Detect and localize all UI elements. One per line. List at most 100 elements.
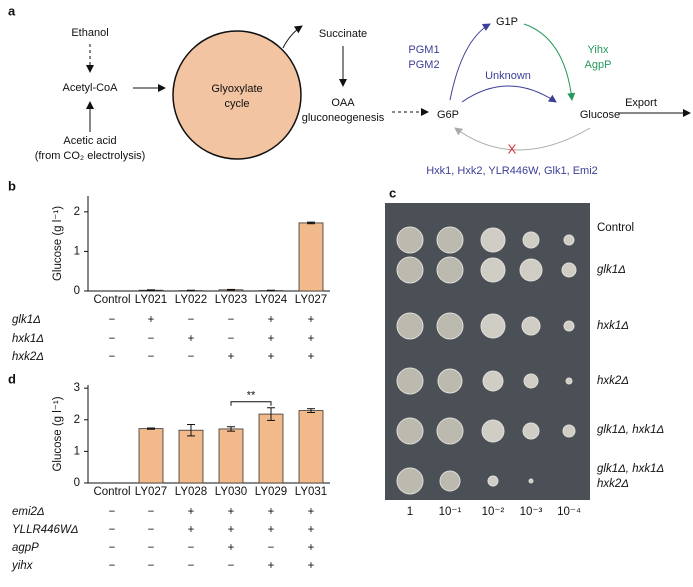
enzyme-label: Unknown — [485, 70, 531, 82]
colony-spot — [437, 257, 463, 283]
genotype-mark: − — [109, 542, 116, 554]
genotype-label: emi2Δ — [12, 506, 45, 518]
genotype-mark: − — [228, 314, 235, 326]
node-label: Ethanol — [71, 27, 108, 39]
y-axis-label: Glucose (g l⁻¹) — [52, 206, 64, 281]
colony-spot — [483, 371, 503, 391]
enzyme-label: Hxk1, Hxk2, YLR446W, Glk1, Emi2 — [426, 165, 598, 177]
dilution-label: 10⁻⁴ — [557, 506, 581, 518]
panel-letter: b — [8, 178, 16, 193]
genotype-mark: + — [188, 333, 195, 345]
enzyme-label: PGM2 — [408, 59, 439, 71]
colony-spot — [564, 235, 574, 245]
node-label: Glucose — [580, 109, 620, 121]
colony-spot — [522, 317, 540, 335]
bar — [179, 430, 203, 483]
genotype-label: glk1Δ — [12, 314, 41, 326]
x-tick-label: LY029 — [255, 486, 287, 498]
arrow — [450, 24, 490, 100]
x-tick-label: LY031 — [295, 486, 327, 498]
colony-spot — [488, 476, 498, 486]
y-axis-label: Glucose (g l⁻¹) — [52, 396, 64, 471]
genotype-mark: + — [268, 506, 275, 518]
colony-spot — [397, 368, 423, 394]
node-label: Succinate — [319, 28, 367, 40]
dilution-label: 10⁻³ — [520, 506, 543, 518]
x-tick-label: LY027 — [295, 294, 327, 306]
genotype-mark: − — [188, 351, 195, 363]
genotype-mark: − — [109, 506, 116, 518]
genotype-mark: − — [228, 560, 235, 572]
colony-spot — [437, 418, 463, 444]
significance-bracket — [231, 402, 271, 406]
genotype-mark: − — [109, 524, 116, 536]
x-tick-label: Control — [93, 294, 130, 306]
y-tick-label: 1 — [74, 445, 80, 457]
block-mark: X — [508, 141, 517, 156]
row-label: hxk2Δ — [597, 478, 629, 490]
genotype-mark: + — [308, 314, 315, 326]
node-label: G6P — [437, 109, 459, 121]
colony-spot — [440, 471, 460, 491]
row-label: hxk1Δ — [597, 320, 629, 332]
row-label: glk1Δ, hxk1Δ — [597, 463, 664, 475]
genotype-mark: + — [188, 524, 195, 536]
genotype-mark: − — [268, 542, 275, 554]
node-label: gluconeogenesis — [302, 112, 385, 124]
genotype-label: hxk1Δ — [12, 333, 44, 345]
node-label: OAA — [331, 97, 355, 109]
node-label: Glyoxylate — [211, 83, 262, 95]
colony-spot — [481, 258, 505, 282]
y-tick-label: 2 — [74, 414, 80, 426]
genotype-mark: + — [188, 506, 195, 518]
genotype-mark: + — [308, 542, 315, 554]
colony-spot — [524, 374, 538, 388]
enzyme-label: PGM1 — [408, 44, 439, 56]
x-tick-label: LY024 — [255, 294, 288, 306]
colony-spot — [523, 232, 539, 248]
pathway-diagram: Ethanol Acetyl-CoA Acetic acid (from CO₂… — [35, 16, 690, 177]
x-tick-label: LY022 — [175, 294, 207, 306]
genotype-mark: − — [148, 524, 155, 536]
genotype-mark: − — [148, 333, 155, 345]
genotype-mark: − — [188, 542, 195, 554]
colony-spot — [529, 479, 533, 483]
genotype-mark: + — [308, 506, 315, 518]
genotype-mark: + — [148, 314, 155, 326]
y-tick-label: 0 — [74, 477, 80, 489]
genotype-mark: − — [148, 560, 155, 572]
arrow — [283, 26, 302, 48]
panel-letter: d — [8, 371, 16, 386]
dilution-label: 10⁻¹ — [439, 506, 462, 518]
bar — [299, 223, 323, 291]
row-label: glk1Δ, hxk1Δ — [597, 424, 664, 436]
dilution-label: 1 — [407, 506, 413, 518]
node-label: Acetyl-CoA — [62, 82, 118, 94]
genotype-label: yihx — [11, 560, 34, 572]
colony-spot — [564, 321, 574, 331]
y-tick-label: 3 — [74, 382, 80, 394]
genotype-label: agpP — [12, 542, 39, 554]
panel-letter: a — [8, 3, 16, 18]
colony-spot — [482, 420, 504, 442]
arrow — [462, 86, 556, 102]
y-tick-label: 0 — [74, 285, 80, 297]
colony-spot — [397, 468, 423, 494]
genotype-mark: + — [268, 560, 275, 572]
node-label: Export — [625, 97, 657, 109]
y-tick-label: 1 — [74, 245, 80, 257]
panel-letter: c — [389, 185, 396, 200]
row-label: glk1Δ — [597, 264, 626, 276]
colony-spot — [397, 418, 423, 444]
genotype-mark: − — [109, 333, 116, 345]
genotype-label: hxk2Δ — [12, 351, 44, 363]
colony-spot — [562, 263, 576, 277]
colony-spot — [481, 228, 505, 252]
genotype-mark: − — [148, 351, 155, 363]
genotype-mark: + — [268, 351, 275, 363]
enzyme-label: Yihx — [588, 44, 609, 56]
genotype-mark: + — [268, 333, 275, 345]
bar — [299, 411, 323, 483]
colony-spot — [438, 369, 462, 393]
x-tick-label: LY028 — [175, 486, 207, 498]
